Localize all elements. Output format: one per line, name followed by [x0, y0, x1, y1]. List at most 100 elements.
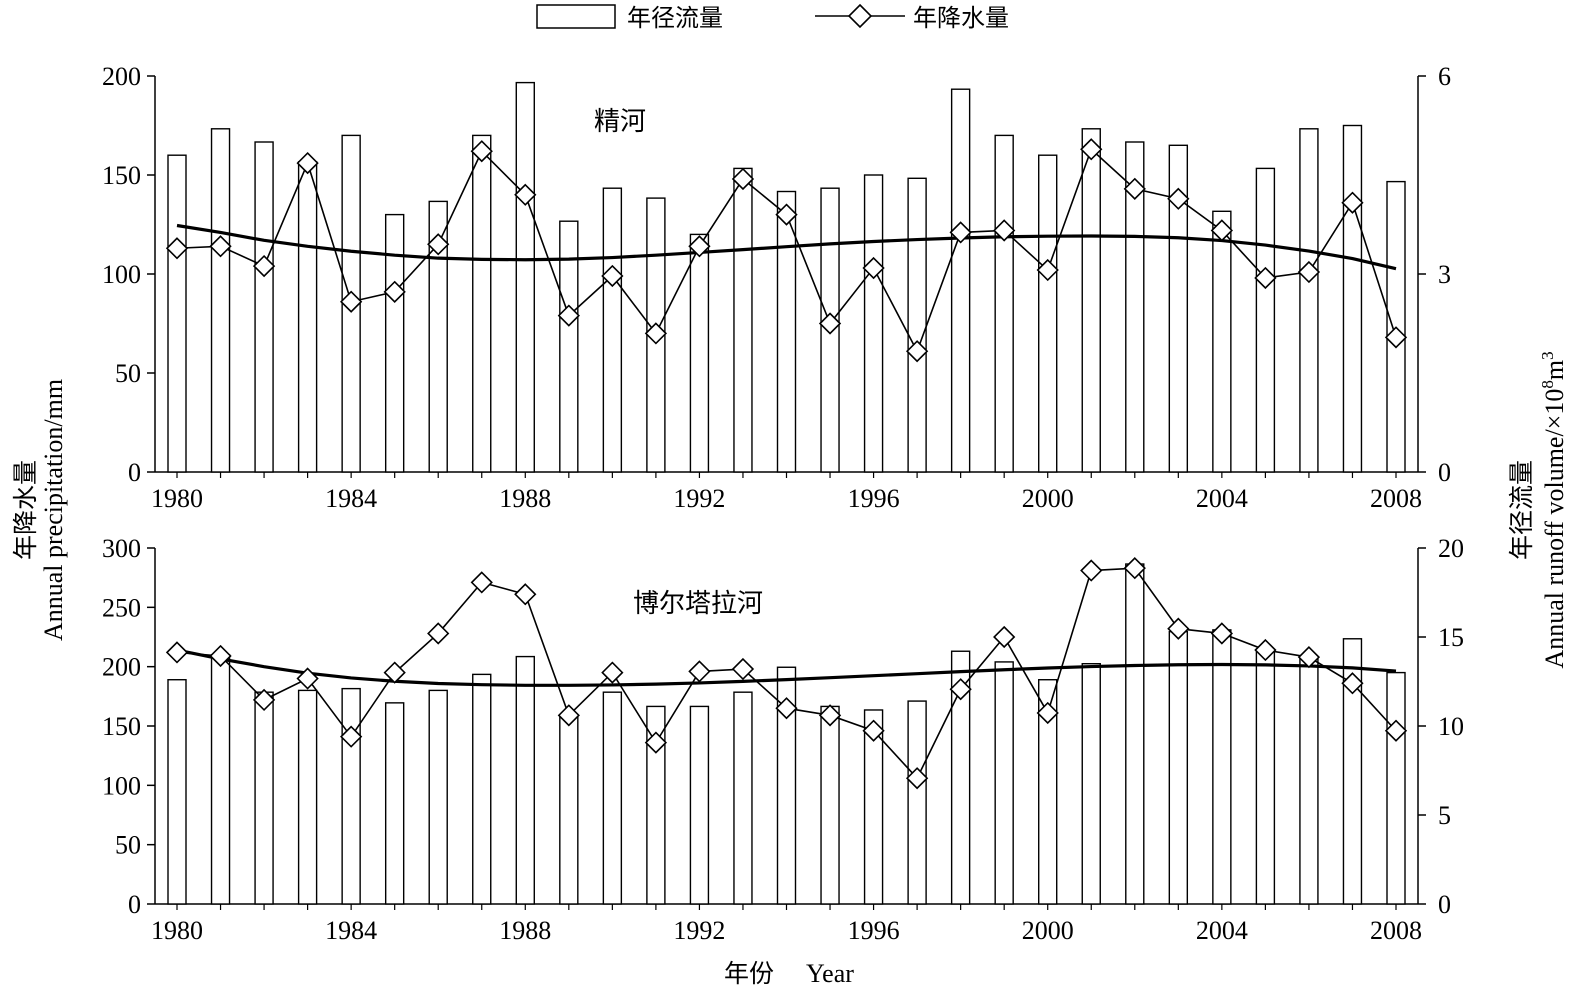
panel-1-point-2008 — [1384, 326, 1408, 349]
panel-1-bar-2001 — [1081, 128, 1101, 473]
panel-2-right-tick-label: 5 — [1438, 801, 1451, 830]
panel-1-bar-1993 — [733, 167, 753, 473]
legend-bar-swatch — [536, 4, 616, 29]
panel-1-x-tick-label: 2008 — [1370, 484, 1422, 513]
panel-1-point-1987 — [470, 140, 493, 163]
left-axis-title-cn: 年降水量 — [12, 460, 40, 560]
panel-1-left-tick-label: 0 — [128, 458, 141, 487]
panel-2-point-2003 — [1167, 617, 1190, 640]
panel-1-bar-1994 — [776, 190, 797, 473]
panel-2-x-tick-label: 1984 — [325, 916, 377, 945]
panel-2-right-tick-label: 0 — [1438, 890, 1451, 919]
panel-2-left-tick-label: 300 — [102, 534, 141, 563]
panel-1-bar-2005 — [1255, 167, 1276, 473]
panel-2-x-tick-label: 2008 — [1370, 916, 1422, 945]
panel-1-point-2004 — [1210, 219, 1233, 242]
panel-2-right-tick-label: 10 — [1438, 712, 1464, 741]
panel-2-trend-line — [176, 648, 1397, 687]
panel-2-bar-2006 — [1299, 657, 1319, 905]
panel-2-bar-1994 — [776, 666, 797, 905]
panel-2-left-tick-label: 0 — [128, 890, 141, 919]
panel-2-point-2005 — [1254, 638, 1277, 662]
panel-2-bar-1990 — [602, 691, 623, 905]
panel-1-point-1980 — [165, 237, 189, 260]
panel-1-bar-1990 — [602, 187, 623, 473]
legend: 年径流量 年降水量 — [536, 3, 1009, 32]
panel-2-point-1988 — [514, 583, 537, 606]
panel-1-bar-1985 — [384, 213, 405, 473]
panel-2-left-tick-label: 200 — [102, 653, 141, 682]
panel-2-point-1997 — [905, 767, 929, 790]
panel-2-bar-1987 — [472, 673, 492, 905]
panel-1-x-tick-label: 1992 — [673, 484, 725, 513]
panel-1-trend-line — [176, 223, 1397, 271]
panel-2-bar-1993 — [733, 691, 753, 905]
panel-1-bar-1999 — [994, 134, 1014, 473]
panel-1-bar-1987 — [472, 134, 492, 473]
panel-2-x-tick-label: 1996 — [848, 916, 900, 945]
panel-2-point-1995 — [818, 704, 842, 727]
panel-1-right-tick-label: 0 — [1438, 458, 1451, 487]
panel-2-bar-1985 — [384, 702, 405, 905]
panel-1-bar-2003 — [1168, 144, 1189, 473]
panel-2-left-tick-label: 250 — [102, 593, 141, 622]
panel-1-title: 精河 — [594, 107, 646, 136]
panel-1-point-1991 — [644, 322, 668, 345]
panel-2-point-2000 — [1036, 701, 1059, 725]
panel-1-bar-1981 — [210, 128, 231, 473]
panel-1-bar-1992 — [689, 233, 710, 473]
panel-1-point-1989 — [557, 304, 580, 327]
panel-1-bar-2006 — [1299, 128, 1319, 473]
panel-2-x-tick-label: 1988 — [499, 916, 551, 945]
panel-2-point-2001 — [1080, 559, 1103, 582]
panel-1-point-1986 — [427, 233, 450, 256]
panel-2-x-tick-label: 1980 — [151, 916, 203, 945]
panel-2-left-tick-label: 150 — [102, 712, 141, 741]
panel-1-point-1997 — [905, 340, 929, 363]
panel-1-bar-2002 — [1125, 141, 1145, 473]
panel-2-point-1985 — [383, 661, 406, 684]
panel-1-bar-1998 — [950, 88, 971, 473]
panel-2-right-tick-label: 20 — [1438, 534, 1464, 563]
panel-2-bar-2000 — [1038, 679, 1058, 905]
panel-1-point-1984 — [340, 290, 363, 313]
panel-2-bar-1999 — [994, 661, 1014, 905]
panel-2-point-1994 — [775, 697, 798, 720]
panel-2-bar-1988 — [515, 655, 535, 905]
panel-1-point-2005 — [1254, 266, 1277, 290]
right-axis-title-cn: 年径流量 — [1508, 460, 1536, 560]
panel-1-left-tick-label: 150 — [102, 161, 141, 190]
panel-2-bar-2008 — [1386, 671, 1406, 905]
panel-1-bar-1982 — [254, 141, 274, 473]
panel-2-bar-1982 — [254, 691, 274, 905]
legend-bar-label: 年径流量 — [627, 5, 723, 32]
right-axis-title-en-base: 10 — [1540, 389, 1569, 415]
panel-1-x-tick-label: 2000 — [1022, 484, 1074, 513]
panel-2-point-1982 — [252, 688, 276, 712]
legend-diamond-marker — [847, 3, 873, 29]
panel-2-point-1989 — [557, 704, 580, 727]
legend-line-label: 年降水量 — [913, 5, 1009, 32]
panel-1-point-1990 — [601, 264, 624, 288]
left-axis-title: 年降水量 Annual precipitation/mm — [12, 379, 68, 641]
panel-1-point-1998 — [949, 221, 972, 244]
panel-2-title: 博尔塔拉河 — [633, 589, 763, 618]
panel-1-right-tick-label: 6 — [1438, 62, 1451, 91]
panel-1-point-1983 — [296, 151, 319, 175]
panel-1-point-2003 — [1167, 187, 1190, 210]
panel-2-point-1996 — [862, 719, 885, 742]
panel-1-point-1996 — [862, 256, 885, 280]
panel-2-point-1986 — [427, 622, 450, 645]
right-axis-title-en-unit-exp: 3 — [1538, 351, 1557, 360]
panel-1-x-tick-label: 1996 — [848, 484, 900, 513]
left-axis-title-en: Annual precipitation/mm — [39, 379, 68, 641]
panel-1-bar-1986 — [428, 200, 448, 473]
x-axis-title-en: Year — [806, 959, 854, 988]
panel-1-left-tick-label: 100 — [102, 260, 141, 289]
right-axis-title-en-times: × — [1540, 415, 1569, 430]
panel-1-point-1999 — [993, 219, 1016, 242]
panel-1-bar-2007 — [1342, 124, 1363, 473]
panel-2-bar-1984 — [341, 687, 361, 905]
